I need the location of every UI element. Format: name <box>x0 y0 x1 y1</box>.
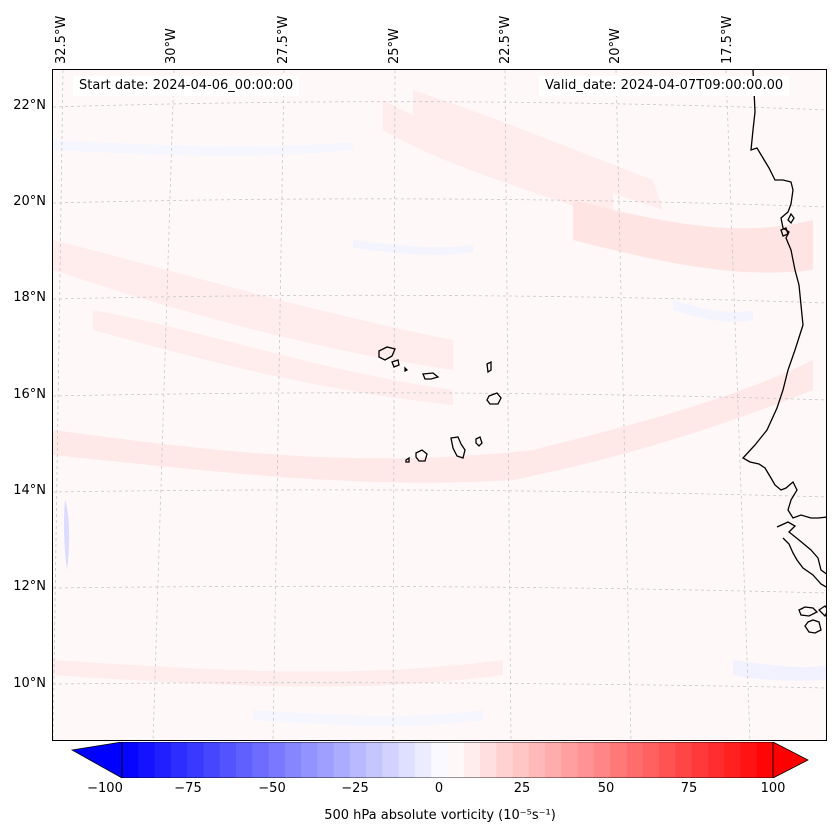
lon-label: 32.5°W <box>54 15 69 64</box>
lat-label: 18°N <box>13 290 46 305</box>
colorbar-tick-label: 50 <box>597 781 615 796</box>
lat-label: 20°N <box>13 194 46 209</box>
colorbar-tick-label: −50 <box>258 781 286 796</box>
lat-label: 10°N <box>13 676 46 691</box>
colorbar-step <box>154 742 172 778</box>
colorbar-step <box>187 742 204 778</box>
colorbar-step <box>414 742 432 778</box>
lat-label: 14°N <box>13 483 46 498</box>
colorbar-step <box>756 742 774 778</box>
colorbar-step <box>659 742 676 778</box>
colorbar-step <box>398 742 416 778</box>
colorbar-step <box>284 742 302 778</box>
colorbar-tick-label: −75 <box>174 781 202 796</box>
cape-verde-islands <box>378 346 502 463</box>
colorbar-high-extension <box>772 742 809 778</box>
lat-label: 12°N <box>13 579 46 594</box>
colorbar-step <box>724 742 741 778</box>
lon-label: 22.5°W <box>498 15 513 64</box>
colorbar-step <box>447 742 465 778</box>
colorbar-step <box>366 742 383 778</box>
gridlines <box>53 70 826 740</box>
colorbar-step <box>138 742 156 778</box>
colorbar-step <box>431 742 448 778</box>
colorbar-step <box>382 742 400 778</box>
colorbar-low-extension <box>70 742 123 778</box>
colorbar-step <box>740 742 758 778</box>
colorbar-step <box>626 742 644 778</box>
colorbar-step <box>707 742 725 778</box>
colorbar-tick-label: 100 <box>760 781 786 796</box>
colorbar-step <box>333 742 351 778</box>
colorbar-step <box>577 742 595 778</box>
colorbar-title: 500 hPa absolute vorticity (10⁻⁵s⁻¹) <box>324 808 556 823</box>
colorbar-step <box>122 742 139 778</box>
colorbar-step <box>610 742 628 778</box>
lat-label: 22°N <box>13 98 46 113</box>
colorbar <box>70 742 809 778</box>
map-canvas <box>53 70 826 740</box>
colorbar-tick-label: −25 <box>341 781 369 796</box>
lat-label: 16°N <box>13 387 46 402</box>
colorbar-step <box>349 742 367 778</box>
colorbar-step <box>203 742 221 778</box>
colorbar-tick-label: 75 <box>680 781 698 796</box>
colorbar-tick-label: −100 <box>87 781 123 796</box>
colorbar-step <box>675 742 693 778</box>
colorbar-step <box>170 742 188 778</box>
colorbar-tick-label: 0 <box>434 781 444 796</box>
colorbar-step <box>463 742 481 778</box>
colorbar-step <box>268 742 286 778</box>
start-date-label: Start date: 2024-04-06_00:00:00 <box>73 76 300 96</box>
colorbar-step <box>496 742 514 778</box>
colorbar-step <box>317 742 335 778</box>
colorbar-step <box>301 742 318 778</box>
colorbar-step <box>235 742 253 778</box>
map-frame <box>52 69 827 741</box>
lon-label: 20°W <box>608 28 623 64</box>
colorbar-step <box>691 742 709 778</box>
lon-label: 17.5°W <box>720 15 735 64</box>
colorbar-step <box>480 742 497 778</box>
valid-date-label: Valid_date: 2024-04-07T09:00:00.00 <box>539 76 790 96</box>
colorbar-step <box>252 742 269 778</box>
colorbar-step <box>219 742 237 778</box>
vorticity-field <box>53 70 826 740</box>
colorbar-tick-label: 25 <box>513 781 531 796</box>
colorbar-step <box>561 742 579 778</box>
lon-label: 25°W <box>387 28 402 64</box>
colorbar-step <box>528 742 546 778</box>
colorbar-step <box>642 742 660 778</box>
lon-label: 27.5°W <box>276 15 291 64</box>
colorbar-step <box>512 742 530 778</box>
colorbar-step <box>593 742 611 778</box>
colorbar-step <box>545 742 562 778</box>
west-african-coastline <box>741 70 826 634</box>
colorbar-steps <box>121 742 774 778</box>
lon-label: 30°W <box>164 28 179 64</box>
